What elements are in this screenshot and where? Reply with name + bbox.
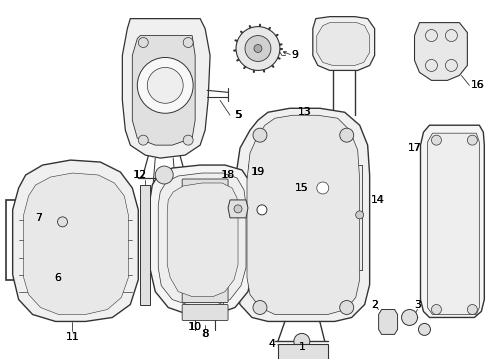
Circle shape <box>138 135 148 145</box>
Text: 6: 6 <box>54 273 61 283</box>
Polygon shape <box>379 310 397 334</box>
Text: 14: 14 <box>371 195 384 205</box>
Circle shape <box>253 301 267 315</box>
Circle shape <box>401 310 417 325</box>
Text: 7: 7 <box>35 213 42 223</box>
Text: 12: 12 <box>133 170 147 180</box>
FancyBboxPatch shape <box>182 269 228 285</box>
Circle shape <box>254 45 262 53</box>
Polygon shape <box>420 125 484 318</box>
Bar <box>6 200 110 280</box>
Text: 18: 18 <box>221 170 235 180</box>
Text: 3: 3 <box>414 300 421 310</box>
Text: 2: 2 <box>371 300 378 310</box>
Polygon shape <box>228 200 248 218</box>
Text: 17: 17 <box>408 143 421 153</box>
Circle shape <box>356 211 364 219</box>
Polygon shape <box>236 108 369 321</box>
FancyBboxPatch shape <box>182 305 228 320</box>
Circle shape <box>147 67 183 103</box>
Circle shape <box>317 182 329 194</box>
Text: 2: 2 <box>371 300 378 310</box>
Circle shape <box>311 176 335 200</box>
Text: 3: 3 <box>414 300 421 310</box>
Circle shape <box>432 135 441 145</box>
Circle shape <box>138 37 148 48</box>
Circle shape <box>432 305 441 315</box>
Circle shape <box>236 27 280 71</box>
FancyBboxPatch shape <box>182 197 228 213</box>
Polygon shape <box>158 173 246 306</box>
Text: 8: 8 <box>202 329 208 339</box>
Circle shape <box>245 36 271 62</box>
Circle shape <box>418 323 431 336</box>
Polygon shape <box>167 183 238 297</box>
Bar <box>140 185 150 305</box>
FancyBboxPatch shape <box>182 215 228 231</box>
Text: 4: 4 <box>269 339 275 349</box>
Text: 19: 19 <box>251 167 265 177</box>
FancyBboxPatch shape <box>182 287 228 302</box>
Polygon shape <box>13 160 138 321</box>
Polygon shape <box>247 115 360 315</box>
FancyBboxPatch shape <box>182 179 228 195</box>
Text: 7: 7 <box>35 213 42 223</box>
Bar <box>30 235 96 270</box>
FancyBboxPatch shape <box>182 251 228 267</box>
Circle shape <box>467 135 477 145</box>
Text: 18: 18 <box>221 170 235 180</box>
Text: 15: 15 <box>295 183 309 193</box>
Circle shape <box>155 166 173 184</box>
Text: 11: 11 <box>66 332 79 342</box>
Text: 10: 10 <box>189 323 202 332</box>
Circle shape <box>340 128 354 142</box>
Circle shape <box>183 37 193 48</box>
Text: 4: 4 <box>269 339 275 349</box>
Text: 9: 9 <box>292 50 298 60</box>
Text: 15: 15 <box>295 183 309 193</box>
Text: 12: 12 <box>134 170 147 180</box>
Circle shape <box>294 333 310 349</box>
Text: 8: 8 <box>201 329 209 339</box>
Text: 16: 16 <box>471 80 484 90</box>
Polygon shape <box>313 17 375 71</box>
Text: 16: 16 <box>470 80 484 90</box>
Text: 5: 5 <box>235 110 242 120</box>
Text: 5: 5 <box>235 110 242 120</box>
Polygon shape <box>122 19 210 158</box>
Circle shape <box>257 205 267 215</box>
Text: 13: 13 <box>298 107 312 117</box>
Text: 6: 6 <box>54 273 61 283</box>
Text: 19: 19 <box>251 167 265 177</box>
Circle shape <box>340 301 354 315</box>
Circle shape <box>234 205 242 213</box>
Text: 1: 1 <box>298 342 305 352</box>
Text: 1: 1 <box>298 342 305 352</box>
Polygon shape <box>132 36 195 145</box>
Circle shape <box>137 58 193 113</box>
Text: 11: 11 <box>66 332 79 342</box>
Circle shape <box>183 135 193 145</box>
Circle shape <box>253 128 267 142</box>
Polygon shape <box>24 173 128 315</box>
Bar <box>278 345 328 360</box>
Text: 5: 5 <box>235 110 242 120</box>
Polygon shape <box>317 23 369 66</box>
Text: 17: 17 <box>408 143 421 153</box>
Circle shape <box>467 305 477 315</box>
Text: 10: 10 <box>188 323 202 332</box>
Polygon shape <box>427 133 479 315</box>
Circle shape <box>57 217 68 227</box>
FancyBboxPatch shape <box>182 233 228 249</box>
Polygon shape <box>415 23 467 80</box>
Text: 13: 13 <box>298 107 312 117</box>
Text: 9: 9 <box>291 50 298 60</box>
Polygon shape <box>150 165 253 315</box>
Text: 14: 14 <box>370 195 385 205</box>
